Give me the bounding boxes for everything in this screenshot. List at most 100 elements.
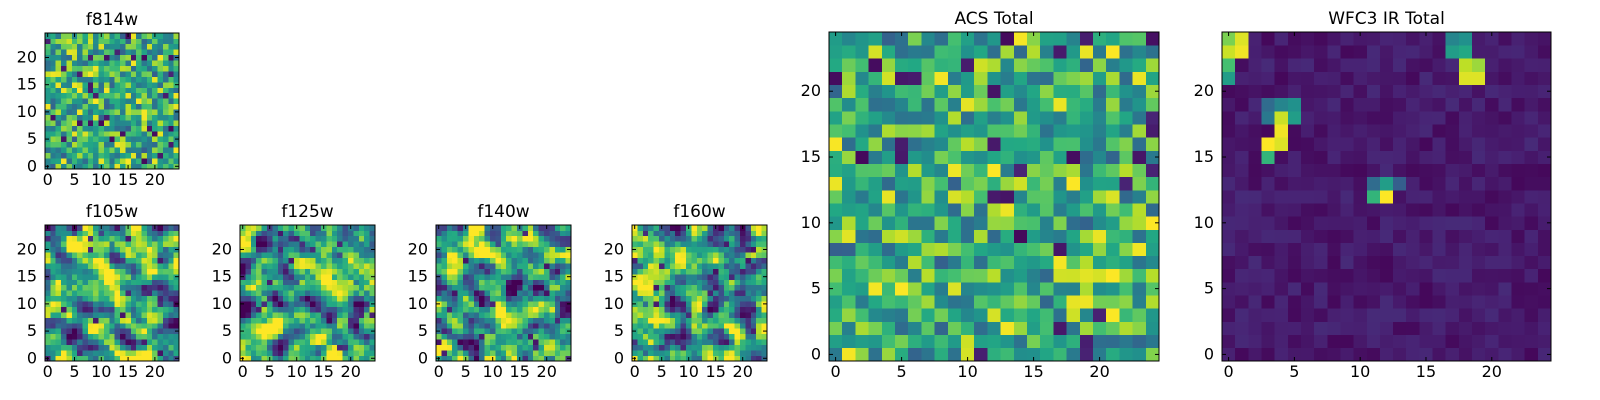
heatmap-cell xyxy=(868,32,883,46)
heatmap-cell xyxy=(120,257,126,264)
heatmap-cell xyxy=(348,344,354,351)
heatmap-cell xyxy=(173,312,180,318)
heatmap-cell xyxy=(1327,124,1341,138)
heatmap-cell xyxy=(103,38,110,45)
heatmap-cell xyxy=(87,136,94,143)
heatmap-cell xyxy=(103,87,110,94)
heatmap-cell xyxy=(842,150,856,164)
heatmap-cell xyxy=(299,246,306,253)
heatmap-cell xyxy=(109,284,116,291)
heatmap-cell xyxy=(691,322,698,329)
heatmap-cell xyxy=(358,344,365,351)
heatmap-cell xyxy=(756,263,762,269)
heatmap-cell xyxy=(1314,150,1328,164)
heatmap-cell xyxy=(538,333,545,340)
heatmap-cell xyxy=(315,312,322,318)
heatmap-cell xyxy=(441,295,448,302)
heatmap-cell xyxy=(146,306,153,313)
heatmap-cell xyxy=(961,84,975,99)
heatmap-cell xyxy=(473,355,480,362)
heatmap-cell xyxy=(680,246,687,253)
heatmap-cell xyxy=(66,152,73,159)
heatmap-cell xyxy=(250,339,257,346)
heatmap-cell xyxy=(87,152,94,159)
heatmap-cell xyxy=(1066,124,1081,138)
heatmap-cell xyxy=(168,130,174,137)
heatmap-cell xyxy=(353,333,360,340)
heatmap-cell xyxy=(125,120,132,126)
heatmap-cell xyxy=(961,321,975,336)
heatmap-cell xyxy=(446,252,453,258)
heatmap-cell xyxy=(1066,203,1081,217)
heatmap-cell xyxy=(157,60,164,66)
heatmap-cell xyxy=(136,71,142,77)
heatmap-cell xyxy=(1248,282,1262,296)
heatmap-cell xyxy=(1222,189,1236,204)
heatmap-cell xyxy=(723,322,730,329)
heatmap-cell xyxy=(120,301,126,307)
heatmap-cell xyxy=(1274,32,1289,46)
heatmap-cell xyxy=(934,295,949,309)
heatmap-cell xyxy=(745,328,752,335)
heatmap-cell xyxy=(1274,150,1289,164)
heatmap-cell xyxy=(304,273,311,280)
heatmap-cell xyxy=(1066,282,1081,296)
heatmap-cell xyxy=(729,355,735,362)
heatmap-cell xyxy=(261,306,268,313)
heatmap-cell xyxy=(77,141,83,148)
heatmap-cell xyxy=(77,312,83,318)
heatmap-cell xyxy=(1248,268,1262,283)
heatmap-cell xyxy=(1261,268,1275,283)
heatmap-cell xyxy=(829,255,843,270)
heatmap-cell xyxy=(533,279,539,286)
heatmap-cell xyxy=(696,273,703,280)
heatmap-cell xyxy=(495,350,502,356)
heatmap-cell xyxy=(55,312,62,318)
heatmap-cell xyxy=(109,268,116,275)
heatmap-cell xyxy=(517,263,523,269)
heatmap-cell xyxy=(484,268,491,275)
heatmap-cell xyxy=(895,295,909,309)
heatmap-cell xyxy=(468,295,475,302)
heatmap-cell xyxy=(696,284,703,291)
heatmap-cell xyxy=(463,252,469,258)
heatmap-cell xyxy=(146,38,153,45)
heatmap-cell xyxy=(921,58,935,72)
heatmap-cell xyxy=(723,279,730,286)
heatmap-cell xyxy=(1524,124,1539,138)
heatmap-cell xyxy=(495,333,502,340)
heatmap-cell xyxy=(50,328,57,335)
heatmap-cell xyxy=(77,60,83,66)
heatmap-cell xyxy=(457,306,464,313)
heatmap-cell xyxy=(1145,84,1160,99)
heatmap-cell xyxy=(162,130,169,137)
heatmap-cell xyxy=(1053,189,1067,204)
heatmap-cell xyxy=(441,333,448,340)
heatmap-cell xyxy=(1119,97,1133,112)
heatmap-cell xyxy=(304,263,311,269)
heatmap-cell xyxy=(141,328,148,335)
heatmap-cell xyxy=(1079,71,1094,85)
heatmap-cell xyxy=(50,114,57,121)
heatmap-cell xyxy=(855,110,869,125)
heatmap-cell xyxy=(304,290,311,297)
heatmap-cell xyxy=(723,344,730,351)
heatmap-cell xyxy=(974,163,988,178)
heatmap-cell xyxy=(829,268,843,283)
heatmap-cell xyxy=(1053,268,1067,283)
heatmap-cell xyxy=(331,339,338,346)
heatmap-cell xyxy=(544,235,550,242)
heatmap-cell xyxy=(250,350,257,356)
heatmap-cell xyxy=(723,230,730,237)
heatmap-cell xyxy=(82,158,89,164)
heatmap-cell xyxy=(1261,58,1275,72)
heatmap-cell xyxy=(77,130,83,137)
heatmap-cell xyxy=(653,246,660,253)
heatmap-cell xyxy=(125,350,132,356)
heatmap-cell xyxy=(1079,242,1094,257)
heatmap-cell xyxy=(1000,216,1015,230)
heatmap-cell xyxy=(71,136,78,143)
heatmap-cell xyxy=(637,230,644,237)
heatmap-cell xyxy=(729,312,735,318)
heatmap-cell xyxy=(463,344,469,351)
